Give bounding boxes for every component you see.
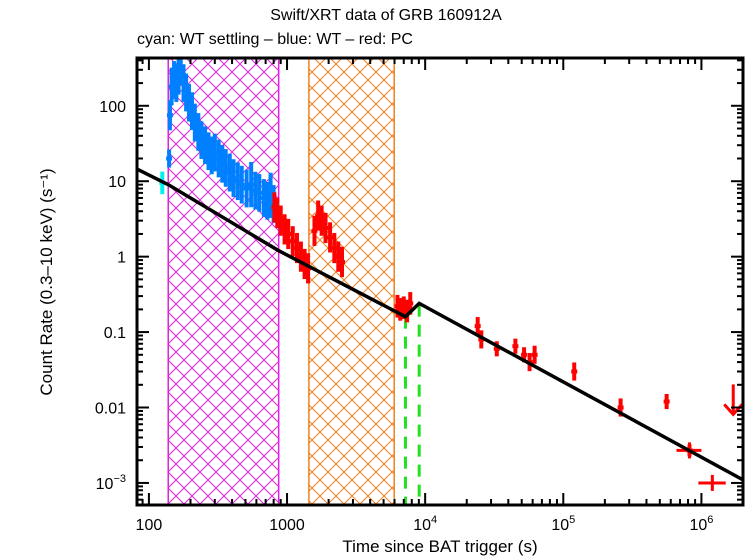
x-tick-label: 100	[136, 517, 163, 534]
shaded-region-flare-1	[167, 58, 280, 505]
data-point-wt	[230, 159, 237, 197]
fit-line	[137, 167, 743, 482]
data-point-pc	[474, 317, 481, 336]
axis-ticks	[137, 58, 744, 505]
data-point-pc	[571, 362, 578, 381]
data-point-wt	[243, 169, 250, 208]
chart-subtitle: cyan: WT settling – blue: WT – red: PC	[137, 31, 413, 48]
data-point-wt	[222, 149, 229, 187]
data-point-pc-wide	[698, 474, 726, 491]
shaded-region-flare-2	[308, 58, 395, 505]
data-point-pc	[512, 338, 519, 354]
y-axis-label: Count Rate (0.3–10 keV) (s⁻¹)	[37, 168, 56, 395]
data-point-pc	[322, 212, 329, 244]
y-tick-label: 100	[99, 99, 126, 116]
shaded-regions	[167, 58, 395, 505]
data-point-pc	[663, 393, 670, 410]
chart-title: Swift/XRT data of GRB 160912A	[270, 7, 502, 24]
data-point-wt	[256, 174, 263, 212]
data-point-pc	[531, 345, 538, 364]
data-point-wt	[238, 165, 245, 204]
x-tick-label: 1000	[269, 517, 305, 534]
y-tick-label: 0.01	[95, 401, 126, 418]
data-point-pc	[327, 222, 334, 253]
x-tick-label: 104	[413, 514, 437, 534]
upper-limit	[723, 384, 743, 417]
break-lines	[403, 304, 421, 505]
plot-frame	[135, 56, 745, 507]
data-point-pc	[285, 218, 292, 250]
data-point-pc	[289, 226, 296, 257]
data-point-wt	[166, 149, 173, 168]
y-tick-label: 0.1	[104, 325, 126, 342]
data-points	[159, 58, 743, 491]
y-tick-label: 10−3	[96, 473, 126, 493]
fit-line-group	[137, 167, 743, 482]
data-point-wt	[248, 162, 255, 208]
y-tick-label: 10	[108, 174, 126, 191]
data-point-pc	[339, 246, 346, 278]
x-axis-label: Time since BAT trigger (s)	[342, 537, 537, 556]
data-point-pc	[311, 215, 318, 246]
x-tick-label: 105	[551, 514, 575, 534]
x-tick-label: 106	[689, 514, 713, 534]
y-tick-label: 1	[117, 250, 126, 267]
